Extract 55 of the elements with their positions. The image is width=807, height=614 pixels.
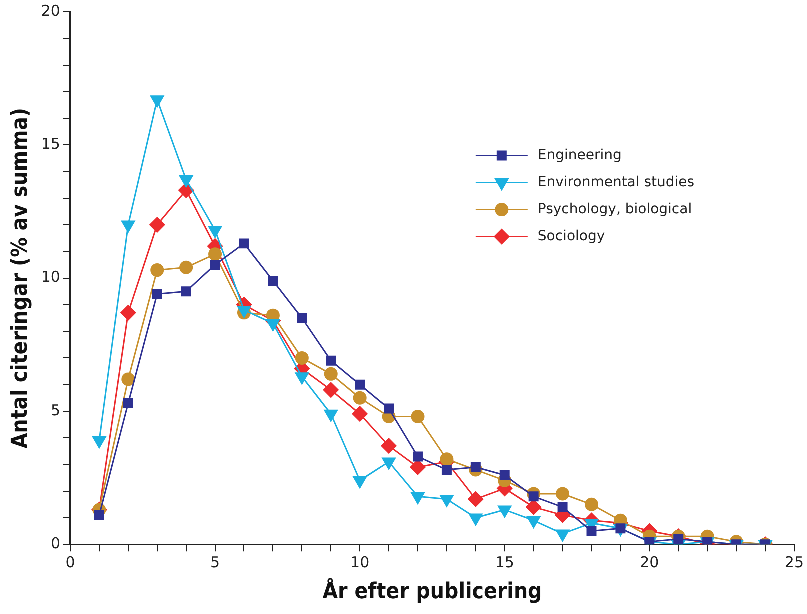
point	[323, 382, 339, 398]
point	[411, 410, 425, 424]
point	[123, 398, 134, 408]
legend-label: Environmental studies	[538, 174, 695, 190]
point	[180, 260, 194, 274]
point	[440, 452, 454, 466]
point	[268, 276, 278, 286]
point	[239, 238, 250, 249]
point	[210, 260, 220, 270]
legend-label: Psychology, biological	[538, 201, 692, 218]
point	[94, 510, 104, 520]
point	[584, 498, 598, 512]
point	[352, 406, 368, 422]
point	[528, 492, 539, 502]
point	[413, 452, 423, 462]
point	[526, 500, 542, 516]
point	[644, 536, 655, 545]
point	[442, 465, 452, 476]
point	[500, 470, 510, 480]
y-tick-label: 20	[41, 2, 60, 20]
point	[297, 313, 308, 324]
point	[122, 372, 136, 386]
x-tick-label: 20	[640, 553, 660, 572]
point	[556, 487, 570, 501]
point	[558, 502, 568, 512]
legend-label: Engineering	[538, 147, 622, 164]
point	[208, 248, 222, 262]
point	[702, 536, 713, 545]
x-tick-label: 25	[784, 553, 804, 572]
x-tick-label: 5	[210, 553, 220, 572]
y-tick-label: 5	[50, 401, 60, 420]
point	[120, 305, 136, 321]
point	[326, 356, 336, 366]
point	[324, 367, 338, 381]
point	[384, 404, 394, 414]
point	[586, 526, 597, 536]
legend-label: Sociology	[538, 228, 606, 244]
x-tick-label: 0	[66, 553, 76, 572]
y-tick-label: 15	[41, 135, 60, 154]
x-tick-label: 10	[350, 553, 370, 572]
point	[381, 438, 397, 454]
point	[353, 391, 367, 405]
point	[295, 351, 309, 365]
point	[410, 460, 426, 476]
point	[355, 380, 366, 390]
x-axis-title: År efter publicering	[322, 578, 542, 605]
y-tick-label: 0	[50, 534, 60, 552]
point	[468, 492, 484, 508]
point	[152, 289, 162, 300]
y-tick-label: 10	[41, 268, 60, 286]
x-tick-label: 15	[495, 553, 514, 572]
y-axis-title: Antal citeringar (% av summa)	[8, 108, 33, 449]
point	[150, 217, 166, 233]
point	[150, 264, 164, 278]
point	[181, 286, 192, 297]
